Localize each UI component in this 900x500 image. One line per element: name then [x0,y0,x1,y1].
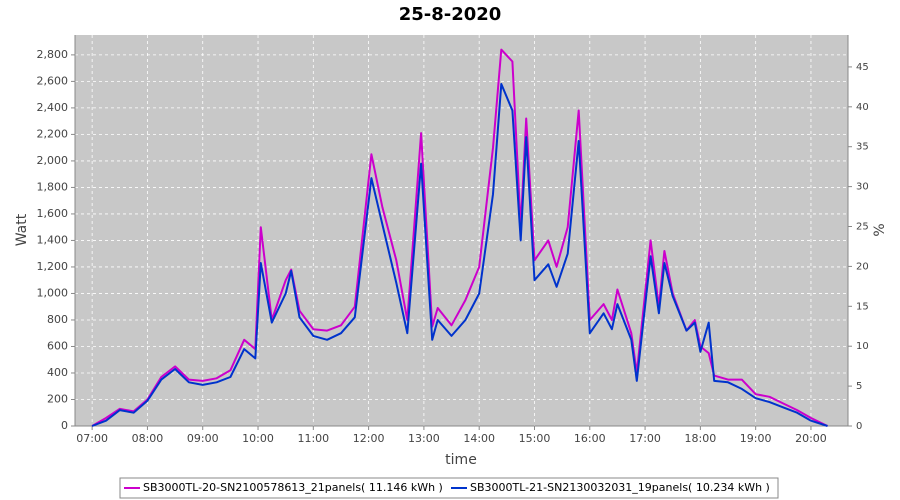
x-tick-label: 09:00 [187,432,219,445]
y-tick-label: 1,600 [37,207,69,220]
x-tick-label: 15:00 [519,432,551,445]
x-tick-label: 11:00 [297,432,329,445]
y-tick-label: 2,400 [37,101,69,114]
plot-area [75,35,848,426]
y2-axis-label: % [872,223,888,236]
x-tick-label: 19:00 [740,432,772,445]
legend-label: SB3000TL-20-SN2100578613_21panels( 11.14… [143,481,443,494]
x-tick-label: 16:00 [574,432,606,445]
x-tick-label: 14:00 [463,432,495,445]
y-tick-label: 2,800 [37,48,69,61]
y2-tick-label: 30 [856,182,869,193]
y2-tick-label: 20 [856,261,869,272]
y2-tick-label: 5 [856,381,862,392]
x-tick-label: 13:00 [408,432,440,445]
x-axis-label: time [445,452,477,468]
y-tick-label: 1,800 [37,180,69,193]
y-axis-label: Watt [14,213,30,246]
y-tick-label: 1,000 [37,286,69,299]
y-tick-label: 800 [47,313,68,326]
y2-tick-label: 35 [856,142,869,153]
x-tick-label: 07:00 [76,432,108,445]
x-tick-label: 12:00 [353,432,385,445]
y2-tick-label: 10 [856,341,869,352]
x-tick-label: 20:00 [795,432,827,445]
x-tick-label: 17:00 [629,432,661,445]
y-tick-label: 600 [47,339,68,352]
legend [119,477,779,499]
y-tick-label: 1,400 [37,233,69,246]
y2-tick-label: 45 [856,62,869,73]
y2-tick-label: 40 [856,102,869,113]
legend-label: SB3000TL-21-SN2130032031_19panels( 10.23… [470,481,770,494]
y-tick-label: 400 [47,366,68,379]
y2-tick-label: 0 [856,421,862,432]
y-tick-label: 2,000 [37,154,69,167]
y-tick-label: 2,200 [37,127,69,140]
y-tick-label: 1,200 [37,260,69,273]
y2-tick-label: 15 [856,301,869,312]
x-tick-label: 08:00 [132,432,164,445]
x-tick-label: 18:00 [685,432,717,445]
chart-title: 25-8-2020 [399,4,502,25]
y2-tick-label: 25 [856,222,869,233]
series-line [91,83,828,427]
x-tick-label: 10:00 [242,432,274,445]
y-tick-label: 200 [47,392,68,405]
y-tick-label: 0 [61,419,68,432]
y-tick-label: 2,600 [37,74,69,87]
